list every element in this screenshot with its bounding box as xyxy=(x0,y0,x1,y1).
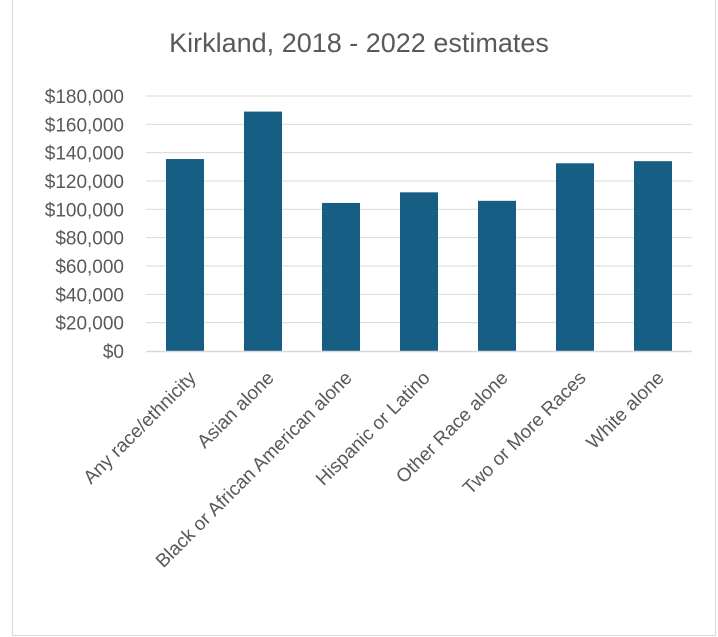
bar xyxy=(244,111,282,351)
y-tick-label: $180,000 xyxy=(45,87,124,108)
bar xyxy=(400,192,438,351)
y-tick-label: $140,000 xyxy=(45,144,124,165)
bar xyxy=(556,163,594,351)
y-axis-tick-labels: $0 $20,000 $40,000 $60,000 $80,000 $100,000 $1… xyxy=(45,87,124,363)
bar xyxy=(322,202,360,351)
bar xyxy=(634,161,672,351)
bar xyxy=(166,159,204,351)
y-tick-label: $160,000 xyxy=(45,115,124,136)
chart-frame xyxy=(12,0,716,636)
y-tick-label: $80,000 xyxy=(55,229,124,250)
x-tick-label: Asian alone xyxy=(193,368,278,453)
y-tick-label: $120,000 xyxy=(45,172,124,193)
y-tick-label: $60,000 xyxy=(55,257,124,278)
y-tick-label: $20,000 xyxy=(55,314,124,335)
x-tick-label: Any race/ethnicity xyxy=(80,367,201,488)
y-tick-label: $0 xyxy=(103,342,124,363)
y-tick-label: $40,000 xyxy=(55,285,124,306)
bar xyxy=(478,200,516,351)
bars xyxy=(166,111,672,351)
x-tick-label: White alone xyxy=(583,368,669,454)
chart-title: Kirkland, 2018 - 2022 estimates xyxy=(169,28,549,58)
y-tick-label: $100,000 xyxy=(45,200,124,221)
